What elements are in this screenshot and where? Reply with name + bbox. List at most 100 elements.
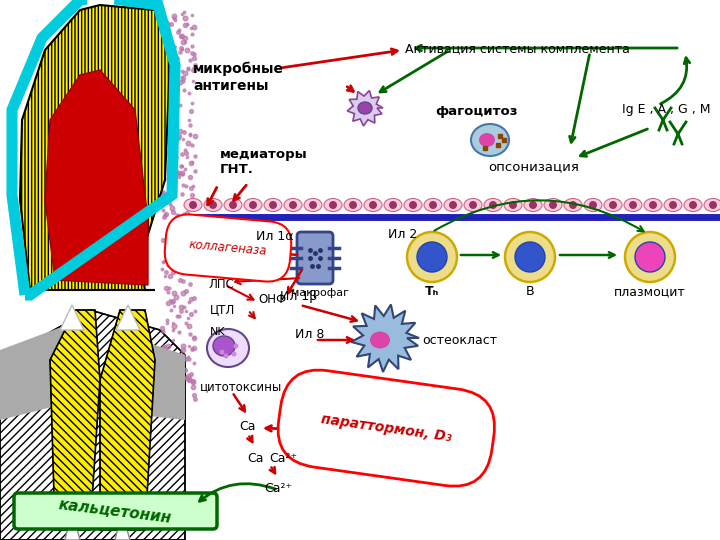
Ellipse shape — [449, 201, 457, 209]
Polygon shape — [116, 305, 140, 330]
Polygon shape — [60, 305, 84, 330]
Ellipse shape — [223, 354, 228, 359]
Text: кальцетонин: кальцетонин — [58, 497, 173, 525]
Text: плазмоцит: плазмоцит — [614, 285, 686, 298]
Ellipse shape — [220, 349, 225, 354]
Ellipse shape — [504, 199, 522, 212]
Ellipse shape — [349, 201, 357, 209]
Text: ЛПС: ЛПС — [208, 278, 234, 291]
Ellipse shape — [184, 199, 202, 212]
Ellipse shape — [564, 199, 582, 212]
Polygon shape — [351, 305, 419, 372]
Ellipse shape — [329, 201, 337, 209]
Ellipse shape — [309, 201, 317, 209]
Text: Ca: Ca — [247, 452, 264, 465]
Ellipse shape — [213, 336, 235, 356]
Text: макрофаг: макрофаг — [291, 288, 349, 298]
Ellipse shape — [479, 133, 495, 147]
Ellipse shape — [370, 332, 390, 348]
Ellipse shape — [704, 199, 720, 212]
Polygon shape — [0, 310, 185, 540]
Ellipse shape — [384, 199, 402, 212]
Text: Ил 2: Ил 2 — [388, 228, 418, 241]
Ellipse shape — [233, 343, 238, 348]
Text: остеокласт: остеокласт — [422, 334, 497, 347]
Ellipse shape — [684, 199, 702, 212]
Text: Ca²⁺: Ca²⁺ — [264, 482, 292, 495]
Text: Ил 1α: Ил 1α — [256, 230, 294, 243]
Ellipse shape — [471, 124, 509, 156]
Ellipse shape — [569, 201, 577, 209]
Ellipse shape — [324, 199, 342, 212]
Text: медиаторы
ГНТ.: медиаторы ГНТ. — [220, 148, 307, 176]
Ellipse shape — [509, 201, 517, 209]
Ellipse shape — [424, 199, 442, 212]
Ellipse shape — [244, 199, 262, 212]
Ellipse shape — [664, 199, 682, 212]
Polygon shape — [20, 5, 170, 290]
Text: NK: NK — [210, 327, 225, 337]
Text: опсонизация: опсонизация — [488, 160, 579, 173]
Ellipse shape — [358, 102, 372, 114]
Ellipse shape — [389, 201, 397, 209]
Ellipse shape — [589, 201, 597, 209]
FancyBboxPatch shape — [297, 232, 333, 284]
Ellipse shape — [429, 201, 437, 209]
Ellipse shape — [444, 199, 462, 212]
Text: ЦТЛ: ЦТЛ — [210, 303, 235, 316]
Ellipse shape — [609, 201, 617, 209]
Text: Активация системы комплемента: Активация системы комплемента — [405, 42, 630, 55]
Ellipse shape — [484, 199, 502, 212]
Polygon shape — [100, 310, 155, 530]
Text: Ил 8: Ил 8 — [295, 328, 325, 341]
Ellipse shape — [289, 201, 297, 209]
Ellipse shape — [407, 232, 457, 282]
Text: ПГЕ₂: ПГЕ₂ — [308, 383, 338, 396]
Ellipse shape — [489, 201, 497, 209]
Text: ОНФ: ОНФ — [258, 293, 287, 306]
Ellipse shape — [469, 201, 477, 209]
Polygon shape — [140, 340, 185, 420]
Text: Ca²⁺: Ca²⁺ — [269, 452, 297, 465]
Ellipse shape — [624, 199, 642, 212]
Ellipse shape — [625, 232, 675, 282]
Text: Ig E , A , G , M: Ig E , A , G , M — [622, 103, 711, 116]
Ellipse shape — [641, 248, 659, 266]
Text: микробные
антигены: микробные антигены — [193, 62, 284, 92]
Ellipse shape — [404, 199, 422, 212]
Ellipse shape — [549, 201, 557, 209]
Text: B: B — [526, 285, 534, 298]
Ellipse shape — [229, 201, 237, 209]
Ellipse shape — [524, 199, 542, 212]
Ellipse shape — [505, 232, 555, 282]
Ellipse shape — [284, 199, 302, 212]
Text: фагоцитоз: фагоцитоз — [435, 105, 518, 118]
Text: Ил 1β: Ил 1β — [280, 290, 318, 303]
Ellipse shape — [604, 199, 622, 212]
Ellipse shape — [269, 201, 277, 209]
Text: коллагеназа: коллагеназа — [189, 238, 268, 258]
Ellipse shape — [344, 199, 362, 212]
Text: цитотоксины: цитотоксины — [200, 380, 282, 393]
Polygon shape — [0, 320, 80, 420]
Ellipse shape — [629, 201, 637, 209]
Ellipse shape — [417, 242, 447, 272]
Polygon shape — [50, 310, 100, 530]
Ellipse shape — [409, 201, 417, 209]
Ellipse shape — [709, 201, 717, 209]
Ellipse shape — [644, 199, 662, 212]
Ellipse shape — [207, 329, 249, 367]
Ellipse shape — [304, 199, 322, 212]
Ellipse shape — [635, 242, 665, 272]
Ellipse shape — [369, 201, 377, 209]
Ellipse shape — [529, 201, 537, 209]
Text: Ca: Ca — [240, 420, 256, 433]
Ellipse shape — [649, 201, 657, 209]
Ellipse shape — [224, 199, 242, 212]
Polygon shape — [115, 512, 130, 540]
Ellipse shape — [209, 201, 217, 209]
Ellipse shape — [544, 199, 562, 212]
FancyBboxPatch shape — [14, 493, 217, 529]
Polygon shape — [347, 91, 383, 126]
Ellipse shape — [364, 199, 382, 212]
